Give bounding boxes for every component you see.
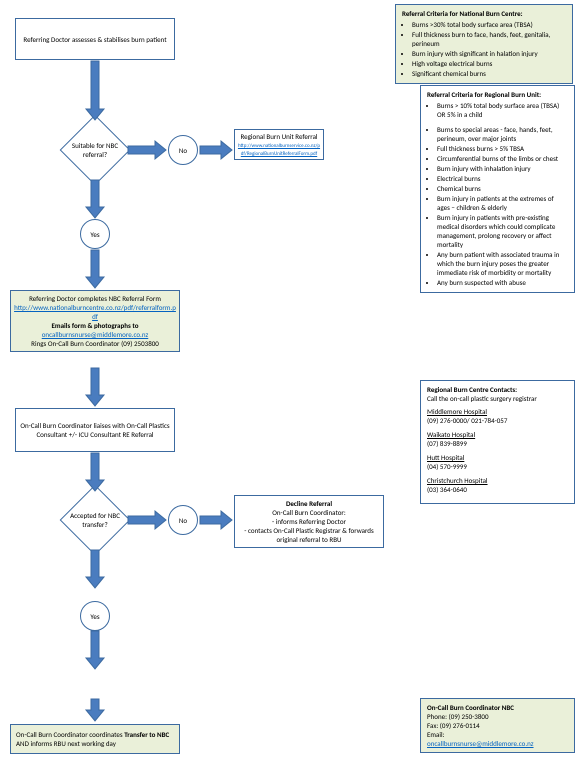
flow-arrow: [200, 141, 232, 159]
flow-arrow: [128, 511, 166, 529]
flow-arrow: [86, 250, 104, 288]
flow-arrow: [86, 699, 104, 721]
flow-arrow: [200, 511, 232, 529]
flow-arrow: [86, 368, 104, 406]
flow-arrow: [86, 61, 104, 120]
flow-arrow: [128, 141, 166, 159]
flow-arrow: [86, 550, 104, 588]
flow-arrow: [86, 631, 104, 669]
flow-arrow: [86, 453, 104, 491]
arrows-svg: [0, 0, 580, 773]
flow-arrow: [86, 180, 104, 218]
